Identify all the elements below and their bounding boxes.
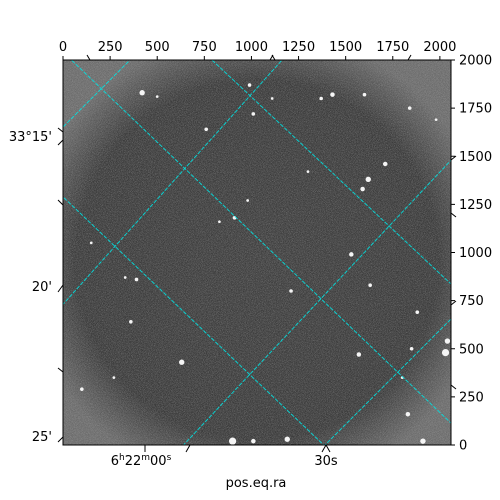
dec-tick-mark xyxy=(57,139,64,146)
ra-tick-mark xyxy=(407,54,412,61)
dec-tick-label-0: 33°15' xyxy=(9,130,52,145)
star xyxy=(289,289,293,293)
dec-tick-label-2: 25' xyxy=(32,430,52,445)
dec-tick-mark xyxy=(57,199,64,206)
star xyxy=(420,438,426,444)
star xyxy=(407,106,412,110)
x-tick-label: 0 xyxy=(59,40,67,55)
x-axis-title: pos.eq.ra xyxy=(226,476,287,491)
ra-tick-mark xyxy=(86,54,91,61)
star xyxy=(218,220,221,224)
star xyxy=(415,310,420,314)
dec-tick-label-1: 20' xyxy=(32,280,52,295)
y-tick-label: 500 xyxy=(459,342,484,357)
grid-line xyxy=(324,318,451,445)
star xyxy=(434,118,438,122)
star xyxy=(330,92,335,97)
star xyxy=(246,199,250,202)
star xyxy=(368,283,372,288)
x-tick-label: 1750 xyxy=(376,40,409,55)
y-tick-label: 0 xyxy=(459,439,467,454)
star xyxy=(284,436,290,442)
star xyxy=(155,95,159,98)
y-tick-label: 1500 xyxy=(459,150,492,165)
x-tick-label: 500 xyxy=(145,40,170,55)
ra-tick-mark xyxy=(325,444,331,453)
x-tick-label: 750 xyxy=(192,40,217,55)
y-tick-label: 1750 xyxy=(459,102,492,117)
x-tick-label: 1000 xyxy=(235,40,268,55)
dec-tick-mark xyxy=(57,367,64,373)
star-layer xyxy=(80,83,451,445)
star xyxy=(441,349,450,357)
star xyxy=(179,359,185,365)
star xyxy=(356,352,362,357)
grid-line xyxy=(63,60,283,306)
y-tick-label: 1000 xyxy=(459,246,492,261)
ra-tick-mark xyxy=(185,444,191,453)
dec-tick-mark xyxy=(57,284,64,293)
star xyxy=(251,112,256,116)
star xyxy=(365,176,371,183)
ra-tick-label-0: 6h22m00s xyxy=(111,453,172,469)
star xyxy=(123,276,127,279)
star xyxy=(228,437,237,445)
y-tick-label: 250 xyxy=(459,390,484,405)
dec-tick-mark xyxy=(57,127,64,133)
top-pixel-axis: 0 250 500 750 1000 1250 1500 1750 2000 xyxy=(59,40,456,60)
star xyxy=(409,346,414,351)
star xyxy=(360,186,365,192)
y-tick-label: 1250 xyxy=(459,198,492,213)
star xyxy=(129,320,133,324)
star xyxy=(319,96,323,101)
star xyxy=(204,127,209,132)
x-tick-label: 1250 xyxy=(282,40,315,55)
ra-tick-label-1: 30s xyxy=(314,454,338,469)
x-tick-label: 2000 xyxy=(423,40,456,55)
grid-line xyxy=(211,60,451,285)
star xyxy=(270,97,274,100)
ra-tick-mark xyxy=(269,54,274,61)
star xyxy=(251,438,256,444)
y-tick-label: 750 xyxy=(459,294,484,309)
star xyxy=(306,170,310,173)
grid-line xyxy=(70,60,451,424)
dec-tick-mark xyxy=(450,300,457,306)
star xyxy=(382,161,388,167)
star xyxy=(89,241,93,245)
dec-tick-mark xyxy=(450,384,457,390)
coordinate-grid xyxy=(63,60,451,445)
x-tick-label: 250 xyxy=(98,40,123,55)
right-pixel-axis: 0 250 500 750 1000 1250 1500 1750 2000 xyxy=(451,54,492,454)
star xyxy=(247,83,252,87)
ra-tick-mark xyxy=(321,444,327,453)
dec-tick-mark xyxy=(450,155,457,161)
dec-tick-mark xyxy=(450,212,457,218)
dec-tick-mark xyxy=(57,436,64,443)
star xyxy=(349,252,354,257)
grid-line xyxy=(63,60,131,128)
world-coordinate-ticks xyxy=(57,54,457,453)
star xyxy=(139,90,145,96)
y-tick-label: 2000 xyxy=(459,54,492,69)
star xyxy=(362,92,367,97)
star xyxy=(405,411,411,417)
star xyxy=(444,338,451,344)
x-tick-label: 1500 xyxy=(329,40,362,55)
sky-image xyxy=(63,60,451,445)
star xyxy=(112,376,116,379)
grid-line xyxy=(182,159,451,445)
star xyxy=(134,277,139,282)
star xyxy=(80,387,84,391)
